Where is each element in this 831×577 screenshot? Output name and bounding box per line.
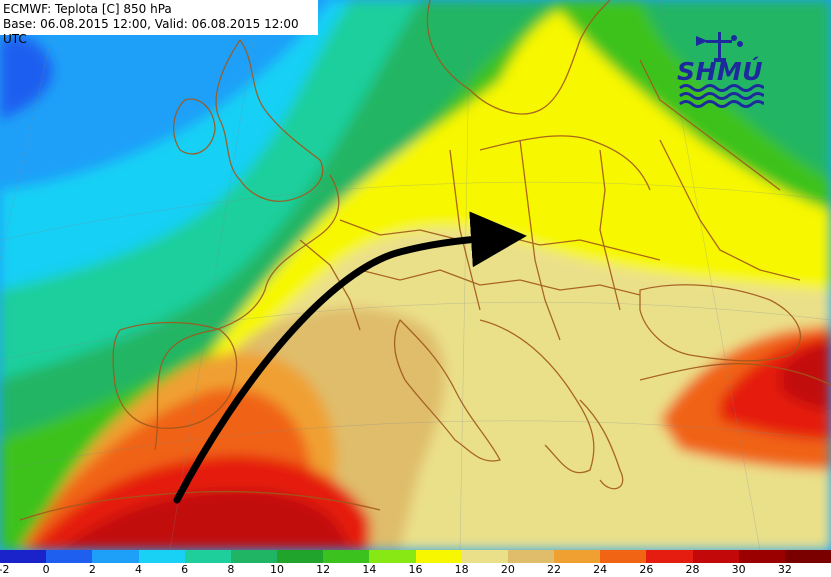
- legend-tick-label: 0: [42, 563, 50, 576]
- legend-tick-label: 14: [362, 563, 377, 576]
- legend-swatch: [277, 550, 324, 563]
- legend-swatch: [323, 550, 370, 563]
- field-northeast-green: [640, 0, 831, 180]
- legend-swatch: [92, 550, 139, 563]
- legend-swatch: [0, 550, 47, 563]
- legend-tick-label: 26: [639, 563, 654, 576]
- legend-tick-label: 28: [685, 563, 700, 576]
- graticule: [0, 0, 831, 550]
- coastline-ireland: [173, 98, 216, 155]
- coastline-west-europe: [154, 174, 340, 451]
- legend-swatch: [184, 550, 231, 563]
- field-east-darkred: [780, 342, 831, 410]
- coastline-iberia: [112, 321, 238, 429]
- legend-tick-label: 16: [408, 563, 423, 576]
- legend-swatch: [230, 550, 278, 563]
- legend-swatch: [415, 550, 462, 563]
- legend-swatch: [554, 550, 601, 563]
- border-east-1: [659, 139, 801, 281]
- logo-waves: [679, 84, 764, 108]
- legend-swatch: [507, 550, 555, 563]
- legend-swatch: [646, 550, 693, 563]
- legend-tick-label: 12: [316, 563, 331, 576]
- legend-swatch: [369, 550, 416, 563]
- trajectory-arrow: [173, 211, 527, 504]
- border-east-2: [639, 59, 781, 191]
- logo-text: SHMÚ: [677, 56, 763, 86]
- legend-tick-label: 20: [500, 563, 515, 576]
- map-title: ECMWF: Teplota [C] 850 hPa: [3, 2, 172, 16]
- legend-tick-label: 18: [454, 563, 469, 576]
- coastline-black-sea: [639, 284, 801, 362]
- map-timestamp: Base: 06.08.2015 12:00, Valid: 06.08.201…: [3, 17, 299, 46]
- field-northwest-blue: [0, 36, 53, 120]
- legend-swatch: [692, 550, 739, 563]
- border-central-4: [519, 139, 561, 341]
- legend-tick-label: 6: [181, 563, 189, 576]
- legend-color-bar: [0, 550, 831, 563]
- legend-tick-label: 32: [777, 563, 792, 576]
- shmu-logo: SHMÚ: [677, 32, 764, 108]
- field-band-darkred: [60, 490, 350, 550]
- legend-tick-label: 10: [270, 563, 284, 576]
- map-header: ECMWF: Teplota [C] 850 hPa Base: 06.08.2…: [0, 0, 318, 46]
- border-central-5: [599, 149, 621, 311]
- legend-tick-label: 24: [593, 563, 608, 576]
- legend-tick-label: 30: [731, 563, 746, 576]
- legend-swatch: [138, 550, 185, 563]
- legend-tick-label: 4: [135, 563, 142, 576]
- weather-station-icon: [696, 32, 743, 62]
- legend-swatch: [600, 550, 647, 563]
- legend-swatch: [784, 550, 831, 563]
- border-central-3: [449, 149, 481, 311]
- coastline-turkey: [639, 363, 831, 386]
- legend-tick-label: 22: [547, 563, 561, 576]
- coastline-baltic: [479, 135, 651, 191]
- coastline-scandinavia: [426, 0, 611, 115]
- coastline-britain: [215, 39, 324, 202]
- legend-tick-label: 2: [88, 563, 96, 576]
- legend-tick-label: 8: [227, 563, 235, 576]
- coastline-italy: [393, 319, 501, 462]
- legend-swatch: [461, 550, 508, 563]
- temperature-map: [0, 0, 831, 550]
- legend-swatch: [738, 550, 785, 563]
- coastline-balkans: [479, 319, 595, 474]
- legend-swatch: [46, 550, 93, 563]
- legend-tick-label: -2: [0, 563, 10, 576]
- border-central-2: [359, 269, 641, 296]
- coastline-north-africa: [19, 490, 381, 521]
- coastline-greece: [579, 399, 624, 490]
